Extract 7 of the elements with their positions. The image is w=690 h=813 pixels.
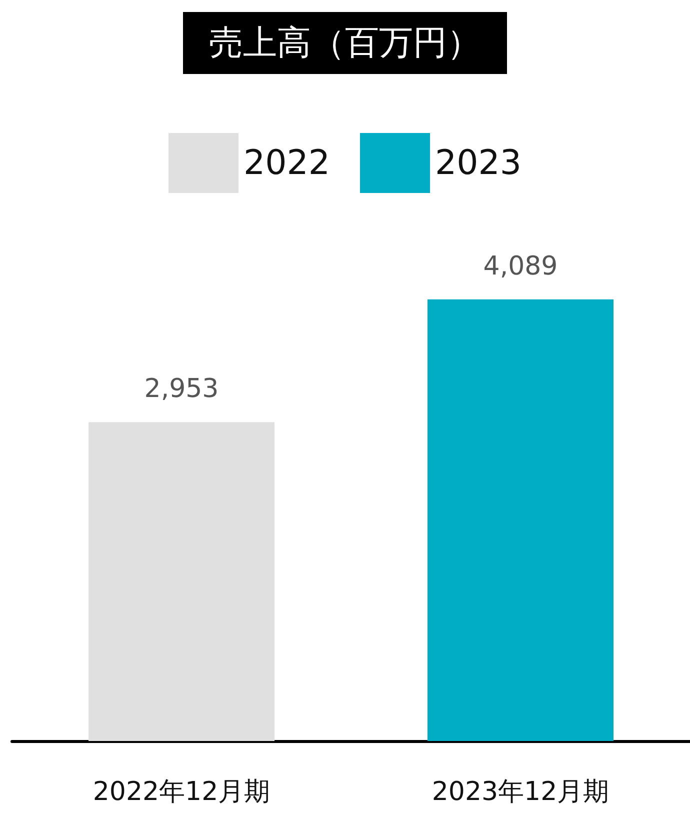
- x-tick-label: 2022年12月期: [92, 777, 270, 807]
- x-tick-label: 2023年12月期: [432, 777, 610, 807]
- chart-title: 売上高（百万円）: [209, 23, 481, 63]
- legend-label: 2023: [435, 143, 522, 183]
- legend-label: 2022: [243, 143, 330, 183]
- data-label: 2,953: [144, 374, 219, 404]
- data-label: 4,089: [483, 251, 558, 282]
